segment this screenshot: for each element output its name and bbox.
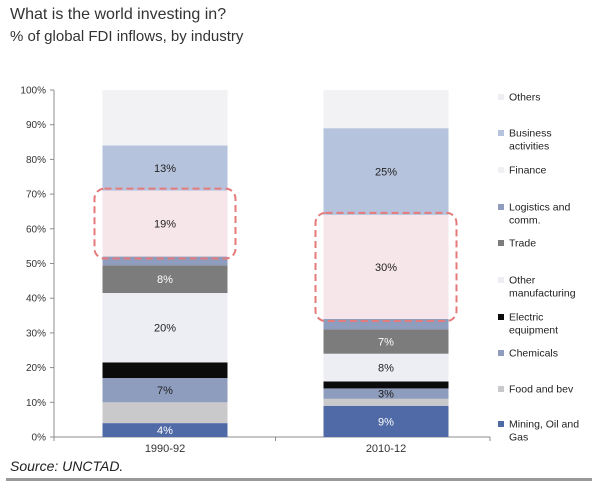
legend-label: Logistics and: [509, 202, 570, 214]
data-label: 20%: [154, 323, 176, 335]
data-label: 8%: [378, 363, 394, 375]
y-tick-label: 80%: [26, 155, 46, 166]
chart-title: What is the world investing in?: [10, 6, 227, 23]
legend-swatch: [498, 350, 504, 356]
data-label: 9%: [378, 416, 394, 428]
bar-segment: [102, 190, 228, 257]
data-label: 30%: [375, 262, 397, 274]
y-tick-label: 50%: [26, 259, 46, 270]
bar-segment: [102, 292, 228, 363]
bar-segment: [102, 378, 228, 403]
legend-label: Chemicals: [509, 348, 558, 360]
y-tick-label: 60%: [26, 224, 46, 235]
data-label: 3%: [378, 389, 394, 401]
data-label: 13%: [154, 163, 176, 175]
y-tick-label: 90%: [26, 120, 46, 131]
legend-label: equipment: [509, 325, 558, 337]
y-tick-label: 20%: [26, 363, 46, 374]
legend-label: comm.: [509, 215, 541, 227]
chart-subtitle: % of global FDI inflows, by industry: [10, 28, 244, 45]
bar-segment: [323, 329, 449, 354]
data-label: 7%: [378, 337, 394, 349]
bar-segment: [323, 398, 449, 406]
legend-swatch: [498, 167, 504, 173]
legend-swatch: [498, 314, 504, 320]
legend-label: Others: [509, 92, 541, 104]
bar-segment: [102, 423, 228, 437]
y-tick-label: 100%: [20, 86, 46, 97]
data-label: 8%: [157, 274, 173, 286]
legend-label: Business: [509, 128, 552, 140]
y-tick-label: 70%: [26, 190, 46, 201]
legend-label: Other: [509, 275, 536, 287]
data-label: 7%: [157, 385, 173, 397]
legend-label: activities: [509, 141, 549, 153]
x-tick-label: 1990-92: [145, 443, 185, 455]
y-tick-label: 40%: [26, 294, 46, 305]
data-label: 4%: [157, 425, 173, 437]
legend-swatch: [498, 277, 504, 283]
bar-segment: [323, 128, 449, 215]
bar-segment: [323, 388, 449, 399]
bar-segment: [323, 353, 449, 382]
legend-label: Trade: [509, 238, 536, 250]
legend-swatch: [498, 240, 504, 246]
bar-segment: [102, 265, 228, 293]
bar-segment: [102, 402, 228, 424]
data-label: 25%: [375, 167, 397, 179]
legend-swatch: [498, 204, 504, 210]
data-label: 19%: [154, 219, 176, 231]
legend-swatch: [498, 421, 504, 427]
bar-segment: [323, 319, 449, 330]
legend-swatch: [498, 94, 504, 100]
highlight-box: [314, 211, 458, 323]
source-note: Source: UNCTAD.: [10, 458, 124, 474]
legend-label: Gas: [509, 432, 528, 444]
bar-segment: [323, 90, 449, 129]
bar-segment: [102, 256, 228, 266]
legend-swatch: [498, 130, 504, 136]
y-tick-label: 0%: [32, 433, 47, 444]
x-tick-label: 2010-12: [366, 443, 406, 455]
bar-segment: [323, 381, 449, 389]
bar-segment: [102, 362, 228, 379]
bar-segment: [102, 145, 228, 191]
legend-label: Electric: [509, 312, 543, 324]
y-tick-label: 30%: [26, 328, 46, 339]
legend-label: Food and bev: [509, 384, 574, 396]
legend-label: manufacturing: [509, 288, 576, 300]
bar-segment: [102, 90, 228, 146]
legend-swatch: [498, 386, 504, 392]
legend-label: Finance: [509, 165, 547, 177]
bar-segment: [323, 405, 449, 437]
bar-segment: [323, 214, 449, 320]
highlight-box: [93, 187, 237, 260]
y-tick-label: 10%: [26, 398, 46, 409]
bottom-rule: [6, 478, 592, 481]
legend-label: Mining, Oil and: [509, 419, 579, 431]
